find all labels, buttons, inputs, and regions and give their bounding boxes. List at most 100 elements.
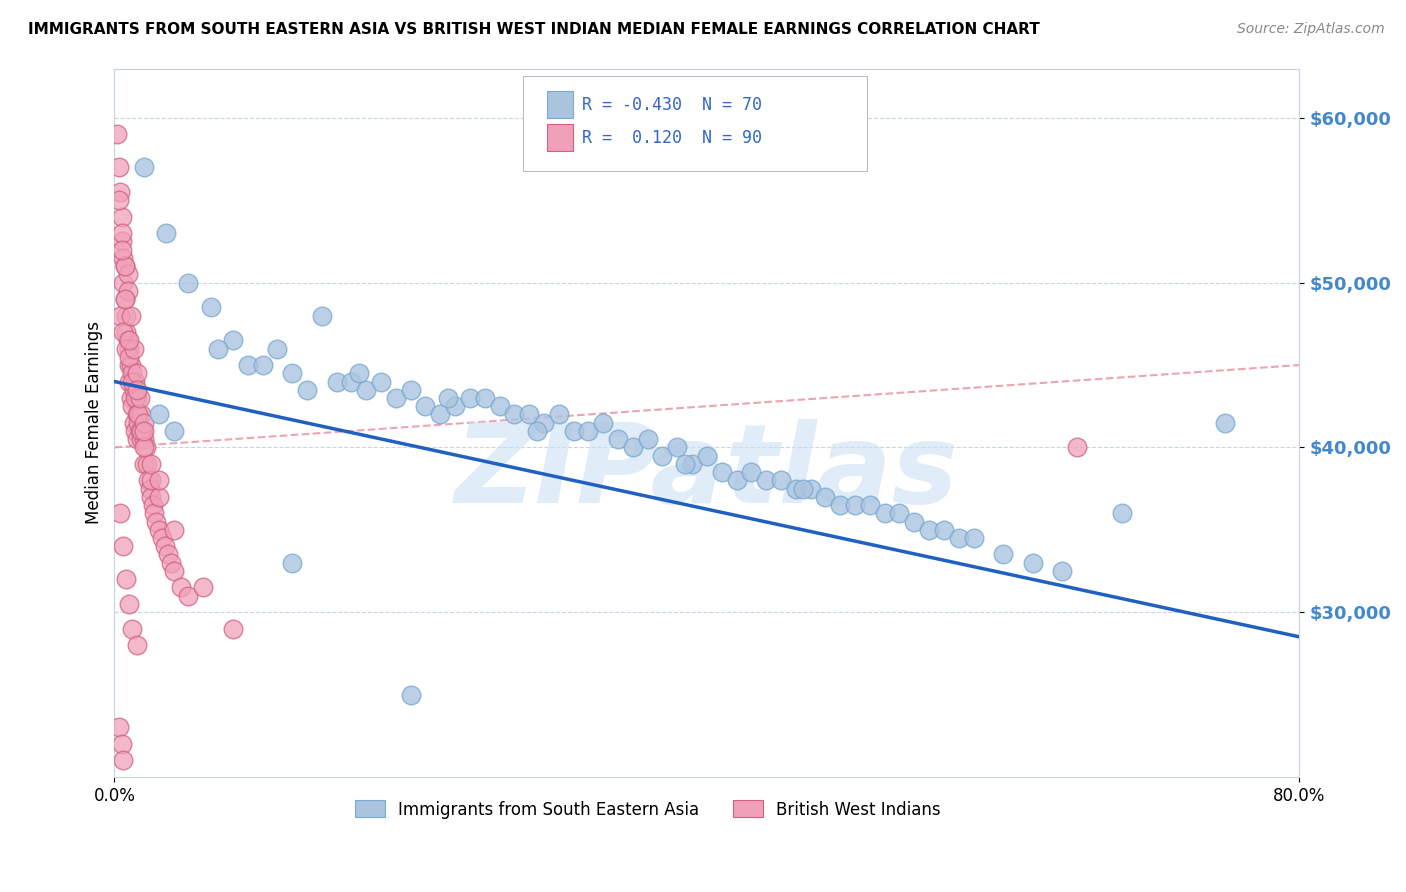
Point (125, 383, 148, 397)
FancyBboxPatch shape (523, 76, 868, 171)
Point (340, 375, 363, 389)
Point (281, 366, 304, 380)
Point (385, 391, 408, 405)
Point (281, 556, 304, 570)
Point (576, 424, 599, 438)
Point (111, 737, 134, 751)
Point (962, 531, 984, 545)
Point (785, 482, 807, 496)
Point (118, 597, 141, 611)
Point (436, 391, 458, 405)
Point (118, 358, 141, 372)
Text: R = -0.430  N = 70: R = -0.430 N = 70 (582, 95, 762, 113)
Point (370, 375, 392, 389)
Point (163, 564, 186, 578)
Point (918, 523, 941, 537)
Legend: Immigrants from South Eastern Asia, British West Indians: Immigrants from South Eastern Asia, Brit… (349, 794, 948, 825)
Point (399, 383, 422, 397)
Point (488, 399, 510, 413)
Point (769, 474, 792, 488)
Point (814, 490, 837, 504)
Point (129, 424, 152, 438)
Point (142, 498, 165, 512)
Point (399, 688, 422, 702)
Point (125, 391, 148, 405)
Point (222, 622, 245, 636)
Point (200, 301, 222, 315)
Point (108, 194, 131, 208)
Text: IMMIGRANTS FROM SOUTH EASTERN ASIA VS BRITISH WEST INDIAN MEDIAN FEMALE EARNINGS: IMMIGRANTS FROM SOUTH EASTERN ASIA VS BR… (28, 22, 1040, 37)
Point (193, 581, 215, 595)
Point (458, 391, 481, 405)
Point (124, 391, 146, 405)
Point (710, 465, 733, 479)
Point (125, 432, 148, 446)
Y-axis label: Median Female Earnings: Median Female Earnings (86, 321, 103, 524)
Point (141, 457, 163, 471)
Point (148, 474, 170, 488)
Point (148, 408, 170, 422)
Point (128, 424, 150, 438)
Point (159, 556, 181, 570)
Point (792, 482, 814, 496)
Point (503, 408, 526, 422)
Point (889, 506, 911, 520)
Point (177, 276, 200, 290)
Point (114, 259, 136, 273)
Point (118, 342, 141, 356)
Point (129, 432, 152, 446)
Point (354, 383, 377, 397)
Point (252, 358, 274, 372)
Point (110, 309, 132, 323)
Point (145, 515, 167, 529)
Point (153, 539, 176, 553)
Point (607, 432, 630, 446)
Point (740, 465, 762, 479)
Point (903, 515, 925, 529)
Point (132, 424, 155, 438)
Point (800, 482, 823, 496)
Point (112, 539, 135, 553)
Point (932, 523, 955, 537)
Point (139, 482, 162, 496)
Point (134, 441, 156, 455)
Point (111, 235, 134, 249)
Point (132, 441, 155, 455)
Point (517, 408, 540, 422)
Point (1022, 556, 1045, 570)
Point (125, 366, 148, 380)
FancyBboxPatch shape (547, 91, 574, 118)
Point (108, 161, 131, 175)
Point (108, 721, 131, 735)
Point (132, 416, 155, 430)
Point (562, 424, 585, 438)
Point (991, 548, 1014, 562)
Point (117, 268, 139, 282)
Point (111, 243, 134, 257)
Point (112, 325, 135, 339)
Point (125, 638, 148, 652)
Point (1066, 441, 1088, 455)
Point (547, 408, 569, 422)
Point (132, 161, 155, 175)
Point (121, 375, 143, 389)
Point (122, 416, 145, 430)
Point (859, 498, 882, 512)
Point (127, 416, 149, 430)
Point (948, 531, 970, 545)
Text: ZIPatlas: ZIPatlas (456, 418, 959, 525)
Point (295, 383, 318, 397)
Point (681, 457, 703, 471)
Text: Source: ZipAtlas.com: Source: ZipAtlas.com (1237, 22, 1385, 37)
Point (127, 408, 149, 422)
Point (132, 432, 155, 446)
Point (122, 383, 145, 397)
Point (115, 325, 138, 339)
Point (131, 424, 153, 438)
Point (148, 523, 170, 537)
Point (1052, 564, 1074, 578)
Point (111, 210, 134, 224)
Point (207, 342, 229, 356)
Point (637, 432, 659, 446)
Point (114, 259, 136, 273)
